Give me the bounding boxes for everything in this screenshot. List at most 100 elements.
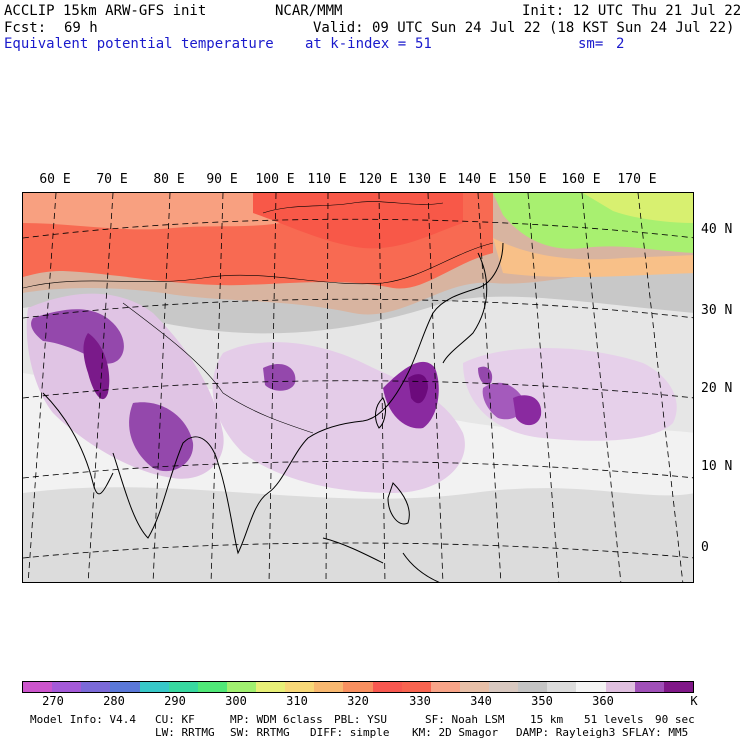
border-line	[23, 242, 494, 289]
lat-label: 30 N	[701, 303, 733, 318]
island-outline	[375, 397, 387, 429]
lat-label: 0	[701, 540, 709, 555]
meridian-line	[152, 193, 171, 582]
colorbar-segment	[226, 682, 256, 692]
forecast-label: Fcst:	[4, 20, 47, 36]
coastline	[112, 436, 219, 539]
theta-max	[129, 402, 194, 472]
lon-label: 160 E	[561, 172, 601, 187]
org-label: NCAR/MMM	[275, 3, 343, 19]
lat-label: 10 N	[701, 459, 733, 474]
diffusion-option: DIFF: simple	[310, 726, 390, 739]
coastlines	[42, 242, 504, 582]
lon-label: 120 E	[358, 172, 398, 187]
meridian-line	[27, 193, 57, 582]
border-line	[262, 201, 444, 214]
colorbar-segment	[81, 682, 111, 692]
cold-core	[583, 193, 693, 223]
colorbar-tick: 340	[470, 694, 492, 708]
colorbar-segment	[372, 682, 402, 692]
lon-label: 60 E	[39, 172, 71, 187]
coastline	[322, 537, 440, 582]
lat-label: 40 N	[701, 222, 733, 237]
colorbar-segment	[52, 682, 82, 692]
colorbar-tick: 330	[409, 694, 431, 708]
colorbar-segment	[547, 682, 577, 692]
graticule	[23, 193, 693, 582]
lon-label: 80 E	[153, 172, 185, 187]
time-step: 90 sec	[655, 713, 695, 726]
colorbar-segment	[197, 682, 227, 692]
level-value: 51	[415, 36, 432, 52]
lon-label: 150 E	[507, 172, 547, 187]
map-canvas	[23, 193, 693, 582]
lon-label: 110 E	[307, 172, 347, 187]
equatorial-region	[23, 487, 693, 582]
microphysics-scheme: MP: WDM 6class	[230, 713, 323, 726]
init-time: Init: 12 UTC Thu 21 Jul 22	[522, 3, 740, 19]
lon-label: 130 E	[407, 172, 447, 187]
colorbar-segment	[110, 682, 140, 692]
colorbar-segment	[256, 682, 286, 692]
colorbar-tick: 320	[347, 694, 369, 708]
colorbar-tick: 310	[286, 694, 308, 708]
meridian-line	[378, 193, 386, 582]
lat-label: 20 N	[701, 381, 733, 396]
model-title: ACCLIP 15km ARW-GFS init	[4, 3, 207, 19]
meridian-line	[210, 193, 224, 582]
colorbar-segment	[576, 682, 606, 692]
theta-max	[83, 333, 110, 400]
colorbar-segment	[139, 682, 169, 692]
lon-label: 100 E	[255, 172, 295, 187]
colorbar-tick: 280	[103, 694, 125, 708]
colorbar-segment	[23, 682, 53, 692]
smoothing-label: sm=	[578, 36, 604, 52]
meridian-line	[581, 193, 622, 582]
vertical-levels: 51 levels	[584, 713, 644, 726]
colorbar-segment	[634, 682, 664, 692]
coastline	[42, 392, 114, 495]
colorbar-segment	[489, 682, 519, 692]
colorbar-segment	[430, 682, 460, 692]
meridian-line	[268, 193, 277, 582]
valid-time: Valid: 09 UTC Sun 24 Jul 22 (18 KST Sun …	[313, 20, 735, 36]
cumulus-scheme: CU: KF	[155, 713, 195, 726]
model-info: Model Info: V4.4	[30, 713, 136, 726]
colorbar-segment	[285, 682, 315, 692]
colorbar-segment	[663, 682, 693, 692]
colorbar-tick: 350	[531, 694, 553, 708]
colorbar-segment	[401, 682, 431, 692]
front-edge	[493, 238, 693, 278]
field-name: Equivalent potential temperature	[4, 36, 274, 52]
level-label: at k-index =	[305, 36, 407, 52]
colorbar-segment	[518, 682, 548, 692]
colorbar-tick: 360	[592, 694, 614, 708]
lon-label: 70 E	[96, 172, 128, 187]
colorbar-segment	[605, 682, 635, 692]
colorbar	[22, 681, 694, 693]
damping-option: DAMP: Rayleigh3	[516, 726, 616, 739]
meridian-line	[427, 193, 444, 582]
colorbar-unit: K	[690, 694, 698, 708]
theta-max	[513, 395, 542, 426]
lon-label: 90 E	[206, 172, 238, 187]
colorbar-tick: 300	[225, 694, 247, 708]
island-outline	[387, 482, 410, 525]
longwave-scheme: LW: RRTMG	[155, 726, 215, 739]
coastline	[217, 242, 504, 555]
smoothing-value: 2	[616, 36, 625, 52]
colorbar-tick: 270	[42, 694, 64, 708]
lon-label: 140 E	[457, 172, 497, 187]
theta-max	[263, 363, 296, 391]
grid-resolution: 15 km	[530, 713, 564, 726]
pbl-scheme: PBL: YSU	[334, 713, 387, 726]
orange-patch	[23, 193, 323, 230]
shortwave-scheme: SW: RRTMG	[230, 726, 290, 739]
meridian-line	[87, 193, 114, 582]
forecast-hour: 69 h	[64, 20, 98, 36]
colorbar-segment	[168, 682, 198, 692]
surface-layer-scheme: SFLAY: MM5	[622, 726, 689, 739]
meridian-line	[477, 193, 502, 582]
theta-e-map	[22, 192, 694, 583]
meridian-line	[637, 193, 684, 582]
